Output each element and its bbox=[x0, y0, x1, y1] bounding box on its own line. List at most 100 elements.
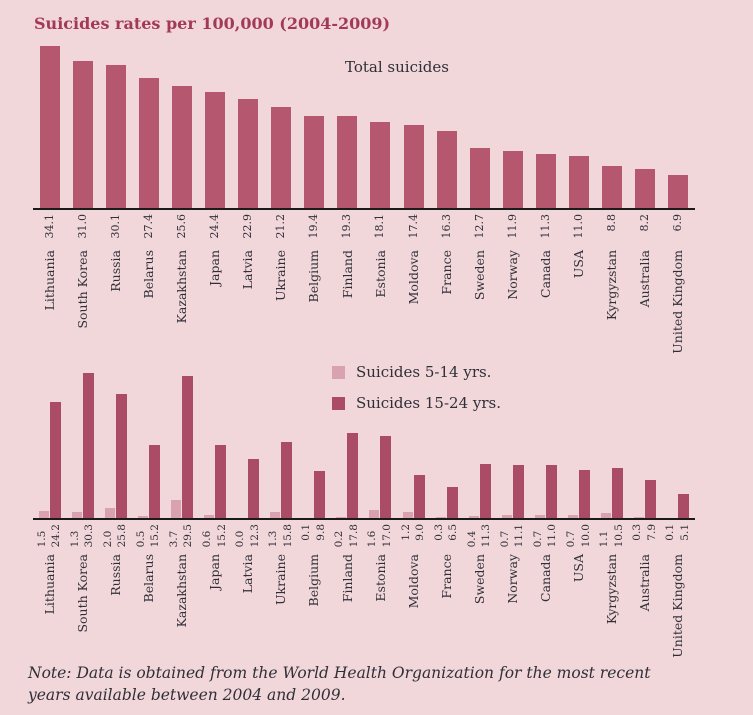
country-label: Norway bbox=[506, 554, 520, 604]
total-chart-values: 34.131.030.127.425.624.422.921.219.419.3… bbox=[33, 210, 695, 250]
value-column: 27.4 bbox=[132, 210, 165, 250]
category-column: United Kingdom bbox=[662, 250, 695, 362]
bar-15-24 bbox=[645, 480, 656, 518]
value-label: 18.1 bbox=[374, 210, 386, 239]
category-column: France bbox=[430, 250, 463, 362]
value-column: 2.025.8 bbox=[99, 520, 132, 554]
bar-15-24 bbox=[182, 376, 193, 518]
value-label-5-14: 0.7 bbox=[500, 520, 512, 547]
bar-column bbox=[662, 175, 695, 208]
country-label: United Kingdom bbox=[671, 250, 685, 354]
bar-column bbox=[132, 445, 165, 518]
value-label-15-24: 15.8 bbox=[283, 520, 295, 547]
value-column: 0.012.3 bbox=[232, 520, 265, 554]
value-label-5-14: 0.0 bbox=[235, 520, 247, 547]
bar-15-24 bbox=[546, 465, 557, 518]
bar-15-24 bbox=[414, 475, 425, 518]
country-label: Finland bbox=[341, 554, 355, 602]
value-label-5-14: 0.7 bbox=[566, 520, 578, 547]
country-label: United Kingdom bbox=[671, 554, 685, 658]
bar-15-24 bbox=[380, 436, 391, 518]
value-column: 0.515.2 bbox=[132, 520, 165, 554]
value-label-5-14: 0.1 bbox=[665, 520, 677, 541]
value-label: 16.3 bbox=[441, 210, 453, 239]
category-column: Moldova bbox=[397, 554, 430, 666]
bar-column bbox=[463, 464, 496, 518]
bar-15-24 bbox=[612, 468, 623, 518]
bar-15-24 bbox=[281, 442, 292, 518]
age-chart-values: 1.524.21.330.32.025.80.515.23.729.50.615… bbox=[33, 520, 695, 554]
country-label: Estonia bbox=[374, 250, 388, 298]
bar-column bbox=[563, 470, 596, 518]
country-label: France bbox=[440, 250, 454, 295]
bar-column bbox=[232, 459, 265, 518]
bar-column bbox=[66, 373, 99, 518]
bar-column bbox=[331, 433, 364, 518]
bar-column bbox=[331, 116, 364, 208]
total-bar bbox=[569, 156, 589, 208]
category-column: USA bbox=[563, 554, 596, 666]
country-label: USA bbox=[572, 250, 586, 278]
total-bar bbox=[304, 116, 324, 208]
category-column: Kyrgyzstan bbox=[596, 554, 629, 666]
category-column: Finland bbox=[331, 250, 364, 362]
value-label: 6.9 bbox=[672, 210, 684, 232]
value-label: 12.7 bbox=[474, 210, 486, 239]
value-pair: 1.315.8 bbox=[268, 520, 294, 547]
total-bar bbox=[172, 86, 192, 208]
page-title: Suicides rates per 100,000 (2004-2009) bbox=[34, 14, 390, 33]
bar-column bbox=[529, 154, 562, 208]
bar-5-14 bbox=[601, 513, 611, 518]
total-suicides-label: Total suicides bbox=[345, 58, 449, 76]
value-column: 0.15.1 bbox=[662, 520, 695, 554]
country-label: Lithuania bbox=[43, 250, 57, 310]
legend-label-15-24: Suicides 15-24 yrs. bbox=[356, 394, 501, 412]
value-label-5-14: 2.0 bbox=[103, 520, 115, 547]
bar-5-14 bbox=[502, 515, 512, 518]
value-column: 0.36.5 bbox=[430, 520, 463, 554]
bar-column bbox=[563, 156, 596, 208]
total-bar bbox=[668, 175, 688, 208]
value-label: 27.4 bbox=[143, 210, 155, 239]
bar-column bbox=[529, 465, 562, 518]
country-label: South Korea bbox=[76, 250, 90, 329]
value-label: 11.9 bbox=[507, 210, 519, 239]
total-chart-categories: LithuaniaSouth KoreaRussiaBelarusKazakhs… bbox=[33, 250, 695, 362]
country-label: Japan bbox=[208, 554, 222, 590]
value-column: 0.19.8 bbox=[298, 520, 331, 554]
bar-5-14 bbox=[171, 500, 181, 518]
category-column: Belarus bbox=[132, 250, 165, 362]
value-label-15-24: 11.0 bbox=[547, 520, 559, 547]
bar-column bbox=[165, 86, 198, 208]
bar-15-24 bbox=[248, 459, 259, 518]
bar-column bbox=[430, 487, 463, 518]
value-label: 19.3 bbox=[341, 210, 353, 239]
bar-15-24 bbox=[347, 433, 358, 518]
bar-column bbox=[99, 65, 132, 208]
bar-column bbox=[165, 376, 198, 518]
value-column: 30.1 bbox=[99, 210, 132, 250]
value-pair: 0.615.2 bbox=[202, 520, 228, 547]
value-pair: 2.025.8 bbox=[103, 520, 129, 547]
value-pair: 0.710.0 bbox=[566, 520, 592, 547]
country-label: Sweden bbox=[473, 250, 487, 300]
value-label-15-24: 5.1 bbox=[680, 520, 692, 541]
bar-15-24 bbox=[579, 470, 590, 518]
value-label-5-14: 0.2 bbox=[334, 520, 346, 547]
country-label: Ukraine bbox=[274, 554, 288, 605]
total-bar bbox=[437, 131, 457, 208]
value-label-5-14: 0.3 bbox=[434, 520, 446, 541]
value-label-5-14: 1.2 bbox=[401, 520, 413, 541]
bar-5-14 bbox=[436, 517, 446, 518]
total-suicides-chart: Total suicides 34.131.030.127.425.624.42… bbox=[33, 46, 695, 362]
value-label-15-24: 15.2 bbox=[217, 520, 229, 547]
value-label-5-14: 0.1 bbox=[301, 520, 313, 541]
category-column: Lithuania bbox=[33, 250, 66, 362]
value-column: 11.3 bbox=[529, 210, 562, 250]
category-column: Finland bbox=[331, 554, 364, 666]
bar-5-14 bbox=[270, 512, 280, 518]
category-column: Japan bbox=[198, 250, 231, 362]
country-label: South Korea bbox=[76, 554, 90, 633]
category-column: Russia bbox=[99, 554, 132, 666]
bar-column bbox=[33, 402, 66, 518]
